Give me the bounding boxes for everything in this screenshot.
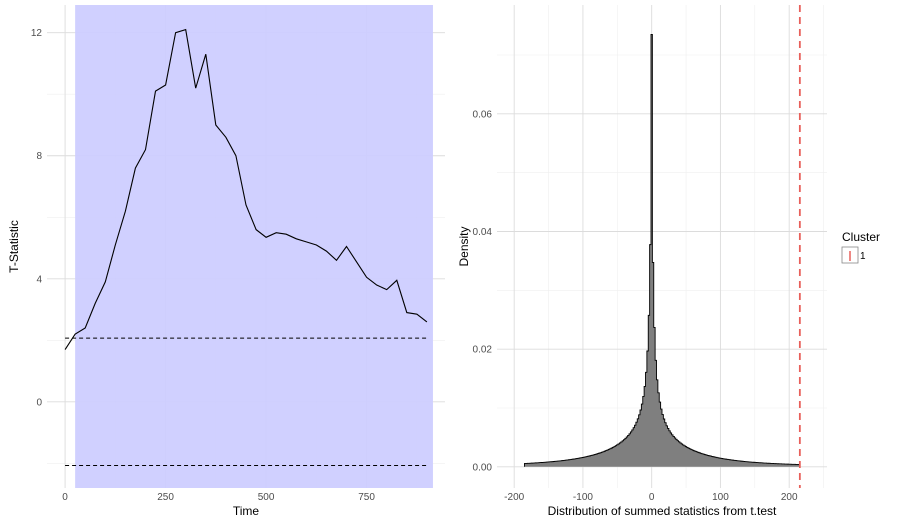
right-y-tick-label: 0.06 <box>473 109 493 120</box>
tstatistic-line <box>64 28 428 350</box>
left-x-tick-label: 250 <box>157 492 174 503</box>
right-x-tick-label: -200 <box>504 492 524 503</box>
left-x-tick-label: 500 <box>258 492 275 503</box>
left-y-tick-label: 0 <box>36 397 42 408</box>
right-y-axis-title: Density <box>457 226 471 266</box>
left-x-tick-labels: 0 250 500 750 <box>62 492 375 503</box>
right-x-axis-title: Distribution of summed statistics from t… <box>548 504 777 518</box>
cluster-legend: Cluster 1 <box>841 230 880 264</box>
right-gridlines <box>497 5 827 488</box>
left-y-tick-label: 12 <box>31 28 43 39</box>
tstatistic-panel: 0 4 8 12 0 250 500 750 Time T-Statistic <box>7 5 445 518</box>
right-plot-background <box>497 5 827 488</box>
right-x-tick-label: 200 <box>781 492 798 503</box>
right-x-tick-label: -100 <box>573 492 593 503</box>
legend-title: Cluster <box>842 230 880 244</box>
left-y-tick-label: 8 <box>36 151 42 162</box>
left-x-tick-label: 750 <box>358 492 375 503</box>
histogram-outline <box>524 33 800 467</box>
distribution-panel: 0.00 0.02 0.04 0.06 -200 -100 0 100 200 Distrib… <box>457 5 827 518</box>
right-y-tick-label: 0.04 <box>473 227 493 238</box>
left-y-axis-title: T-Statistic <box>7 220 21 273</box>
left-y-tick-labels: 0 4 8 12 <box>31 28 43 408</box>
right-x-tick-label: 100 <box>712 492 729 503</box>
left-x-axis-title: Time <box>233 504 260 518</box>
cluster-region-shading <box>75 5 433 488</box>
right-x-tick-labels: -200 -100 0 100 200 <box>504 492 798 503</box>
right-y-tick-label: 0.02 <box>473 345 493 356</box>
right-y-tick-label: 0.00 <box>473 462 493 473</box>
threshold-lines <box>65 337 427 467</box>
right-x-tick-label: 0 <box>649 492 655 503</box>
left-y-tick-label: 4 <box>36 274 42 285</box>
left-x-tick-label: 0 <box>62 492 68 503</box>
legend-entry-label: 1 <box>860 251 866 262</box>
right-y-tick-labels: 0.00 0.02 0.04 0.06 <box>473 109 493 473</box>
